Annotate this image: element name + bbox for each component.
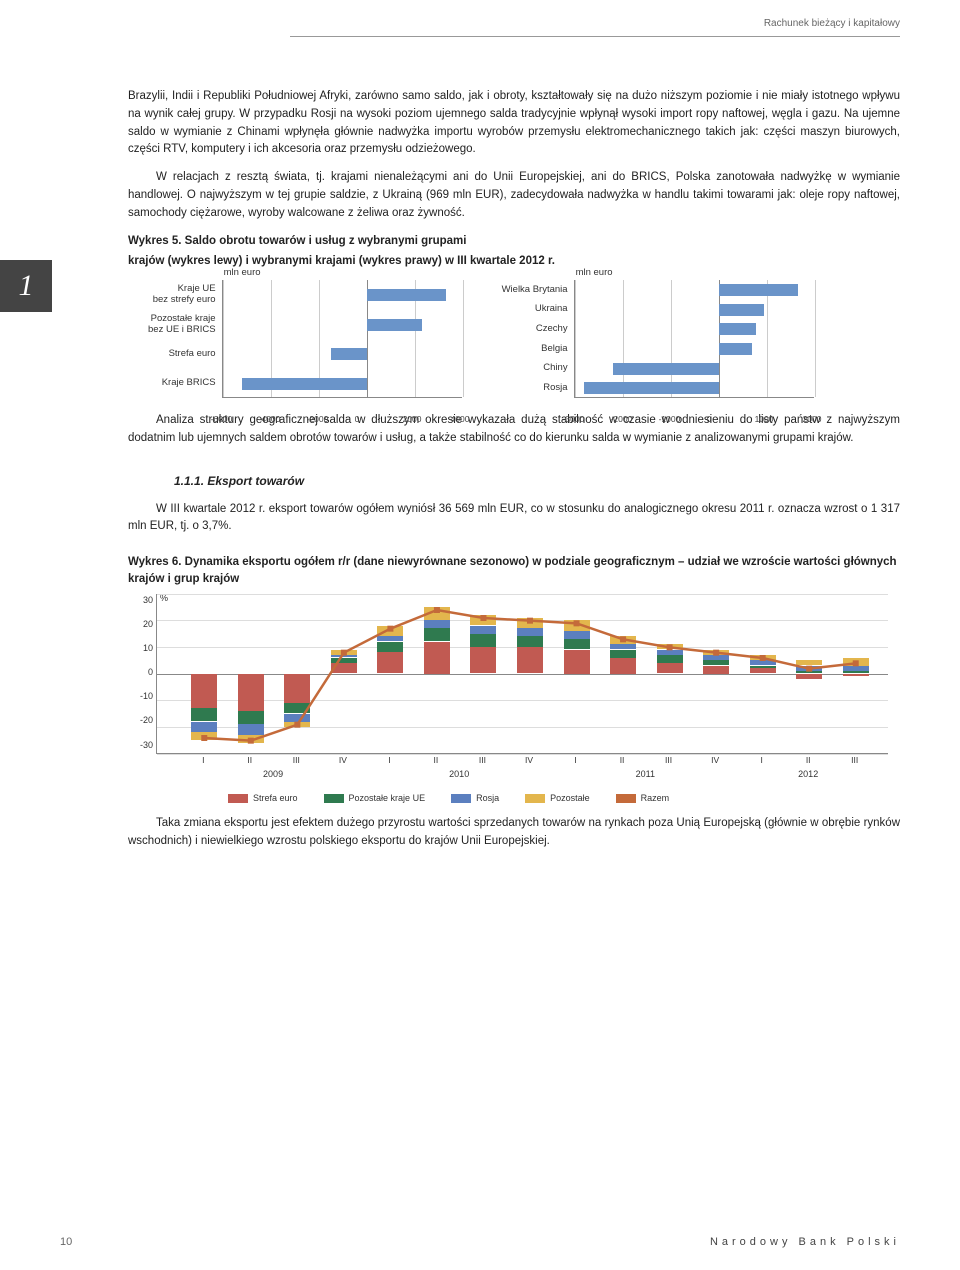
hbar-bar [719, 284, 798, 296]
section-111-heading: 1.1.1. Eksport towarów [174, 472, 900, 491]
footer-publisher: Narodowy Bank Polski [710, 1236, 900, 1248]
hbar-category-label: Rosja [502, 379, 568, 399]
paragraph-4: W III kwartale 2012 r. eksport towarów o… [128, 501, 900, 537]
paragraph-1: Brazylii, Indii i Republiki Południowej … [128, 88, 900, 159]
hbar-bar [242, 378, 367, 390]
hbar-category-label: Wielka Brytania [502, 280, 568, 300]
hbar-bar [719, 304, 765, 316]
hbar-bar [719, 323, 756, 335]
hbar-bar [331, 348, 367, 360]
fig5-title: Wykres 5. Saldo obrotu towarów i usług z… [128, 233, 900, 251]
hbar-bar [367, 319, 422, 331]
page-number: 10 [60, 1236, 72, 1248]
hbar-category-label: Pozostałe krajebez UE i BRICS [148, 310, 216, 340]
body-column: Brazylii, Indii i Republiki Południowej … [128, 88, 900, 861]
fig5-left-unit: mln euro [224, 266, 261, 281]
fig6-title: Wykres 6. Dynamika eksportu ogółem r/r (… [128, 554, 900, 587]
fig6-chart: % 3020100-10-20-30 IIIIIIIVIIIIIIIVIIIII… [128, 594, 900, 806]
hbar-category-label: Kraje UEbez strefy euro [148, 280, 216, 310]
legend-item: Pozostałe [525, 792, 590, 806]
hbar-bar [584, 382, 718, 394]
paragraph-3: Analiza struktury geograficznej salda w … [128, 412, 900, 448]
legend-item: Rosja [451, 792, 499, 806]
legend-item: Razem [616, 792, 670, 806]
hbar-category-label: Strefa euro [148, 339, 216, 369]
fig5-charts: Kraje UEbez strefy euroPozostałe krajebe… [148, 280, 900, 398]
hbar-category-label: Belgia [502, 339, 568, 359]
hbar-bar [719, 343, 753, 355]
hbar-bar [613, 363, 719, 375]
running-header: Rachunek bieżący i kapitałowy [764, 18, 900, 29]
chapter-number-box: 1 [0, 260, 52, 312]
hbar-category-label: Chiny [502, 359, 568, 379]
hbar-category-label: Kraje BRICS [148, 369, 216, 399]
hbar-category-label: Czechy [502, 320, 568, 340]
legend-item: Strefa euro [228, 792, 298, 806]
fig5-right-chart: Wielka BrytaniaUkrainaCzechyBelgiaChinyR… [502, 280, 814, 398]
legend-item: Pozostałe kraje UE [324, 792, 426, 806]
fig6-legend: Strefa euro Pozostałe kraje UE Rosja Pozost… [228, 792, 900, 806]
paragraph-2: W relacjach z resztą świata, tj. krajami… [128, 169, 900, 222]
fig5-right-unit: mln euro [576, 266, 613, 281]
hbar-category-label: Ukraina [502, 300, 568, 320]
header-rule [290, 36, 900, 37]
fig5-left-chart: Kraje UEbez strefy euroPozostałe krajebe… [148, 280, 462, 398]
hbar-bar [367, 289, 446, 301]
paragraph-5: Taka zmiana eksportu jest efektem dużego… [128, 815, 900, 851]
